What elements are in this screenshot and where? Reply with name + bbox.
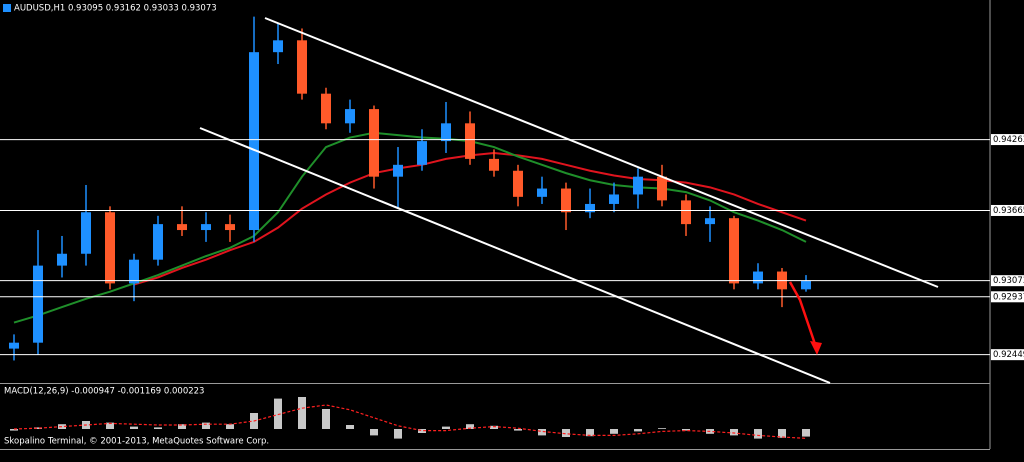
macd-bar — [658, 428, 666, 429]
channel-line — [199, 127, 831, 384]
candle-body — [465, 123, 475, 159]
macd-bar — [442, 426, 450, 429]
candle-body — [681, 200, 691, 225]
macd-bar — [370, 429, 378, 436]
macd-bar — [802, 429, 810, 437]
symbol-icon — [3, 4, 11, 12]
macd-title: MACD(12,26,9) -0.000947 -0.001169 0.0002… — [4, 387, 204, 397]
macd-bar — [514, 429, 522, 431]
level-box — [991, 275, 1024, 287]
marks — [0, 16, 990, 439]
macd-bar — [130, 426, 138, 429]
level-box — [991, 204, 1024, 216]
candle-body — [393, 164, 403, 177]
candle-body — [609, 194, 619, 204]
candle-body — [177, 224, 187, 231]
macd-bar — [226, 424, 234, 429]
candle-body — [585, 203, 595, 213]
candle-body — [753, 271, 763, 284]
macd-bar — [58, 424, 66, 429]
candle-body — [297, 40, 307, 94]
candle-body — [657, 176, 667, 201]
level-label: 0.92937 — [993, 292, 1024, 302]
candle-body — [273, 40, 283, 53]
candle-body — [225, 224, 235, 231]
macd-bar — [754, 429, 762, 439]
macd-bar — [154, 427, 162, 429]
level-label: 0.93665 — [993, 206, 1024, 216]
macd-bar — [394, 429, 402, 439]
candle-body — [57, 253, 67, 266]
macd-bar — [274, 398, 282, 429]
macd-bar — [10, 429, 18, 431]
candle-body — [513, 170, 523, 197]
macd-bar — [634, 429, 642, 432]
macd-bar — [682, 429, 690, 431]
candle-body — [9, 342, 19, 349]
macd-bar — [298, 397, 306, 429]
candle-body — [153, 224, 163, 260]
footer: Skopalino Terminal, © 2001-2013, MetaQuo… — [4, 437, 269, 447]
candle-body — [81, 212, 91, 254]
macd-signal — [13, 404, 807, 439]
macd-bar — [586, 429, 594, 437]
candle-body — [537, 188, 547, 197]
candle-body — [441, 123, 451, 142]
candle-body — [369, 109, 379, 177]
labels: 0.94263 0.93665 0.93073 0.92937 0.92449 — [991, 134, 1024, 361]
macd-bar — [610, 429, 618, 434]
candle-body — [201, 224, 211, 231]
level-label: 0.92449 — [993, 350, 1024, 360]
macd-bar — [202, 422, 210, 429]
macd-bar — [562, 429, 570, 437]
candle-body — [705, 218, 715, 225]
candle-body — [321, 93, 331, 124]
channel-line — [264, 17, 939, 288]
arrow-head — [810, 341, 822, 355]
macd-bar — [418, 429, 426, 433]
candle-body — [561, 188, 571, 213]
macd-bar — [490, 425, 498, 429]
level-label: 0.94263 — [993, 135, 1024, 145]
candle-body — [129, 259, 139, 284]
macd-bar — [466, 424, 474, 429]
macd-bar — [106, 422, 114, 429]
macd-bar — [322, 409, 330, 429]
macd-bar — [538, 429, 546, 436]
level-box — [991, 349, 1024, 361]
candle-body — [105, 212, 115, 284]
candle-body — [633, 176, 643, 195]
macd-bar — [34, 427, 42, 429]
level-label: 0.93073 — [993, 276, 1024, 286]
candle-body — [249, 52, 259, 231]
candle-body — [801, 280, 811, 290]
macd-bar — [346, 425, 354, 429]
moving-average — [13, 131, 807, 324]
candle-body — [345, 109, 355, 124]
level-box — [991, 291, 1024, 303]
forecast-arrow — [788, 281, 819, 351]
macd-bar — [778, 429, 786, 438]
candle-body — [489, 158, 499, 171]
macd-bar — [178, 424, 186, 429]
chart-title: AUDUSD,H1 0.93095 0.93162 0.93033 0.9307… — [14, 4, 217, 14]
level-box — [991, 134, 1024, 146]
macd-bar — [730, 429, 738, 436]
candle-body — [33, 265, 43, 343]
candle-body — [729, 218, 739, 284]
candle-body — [417, 141, 427, 165]
